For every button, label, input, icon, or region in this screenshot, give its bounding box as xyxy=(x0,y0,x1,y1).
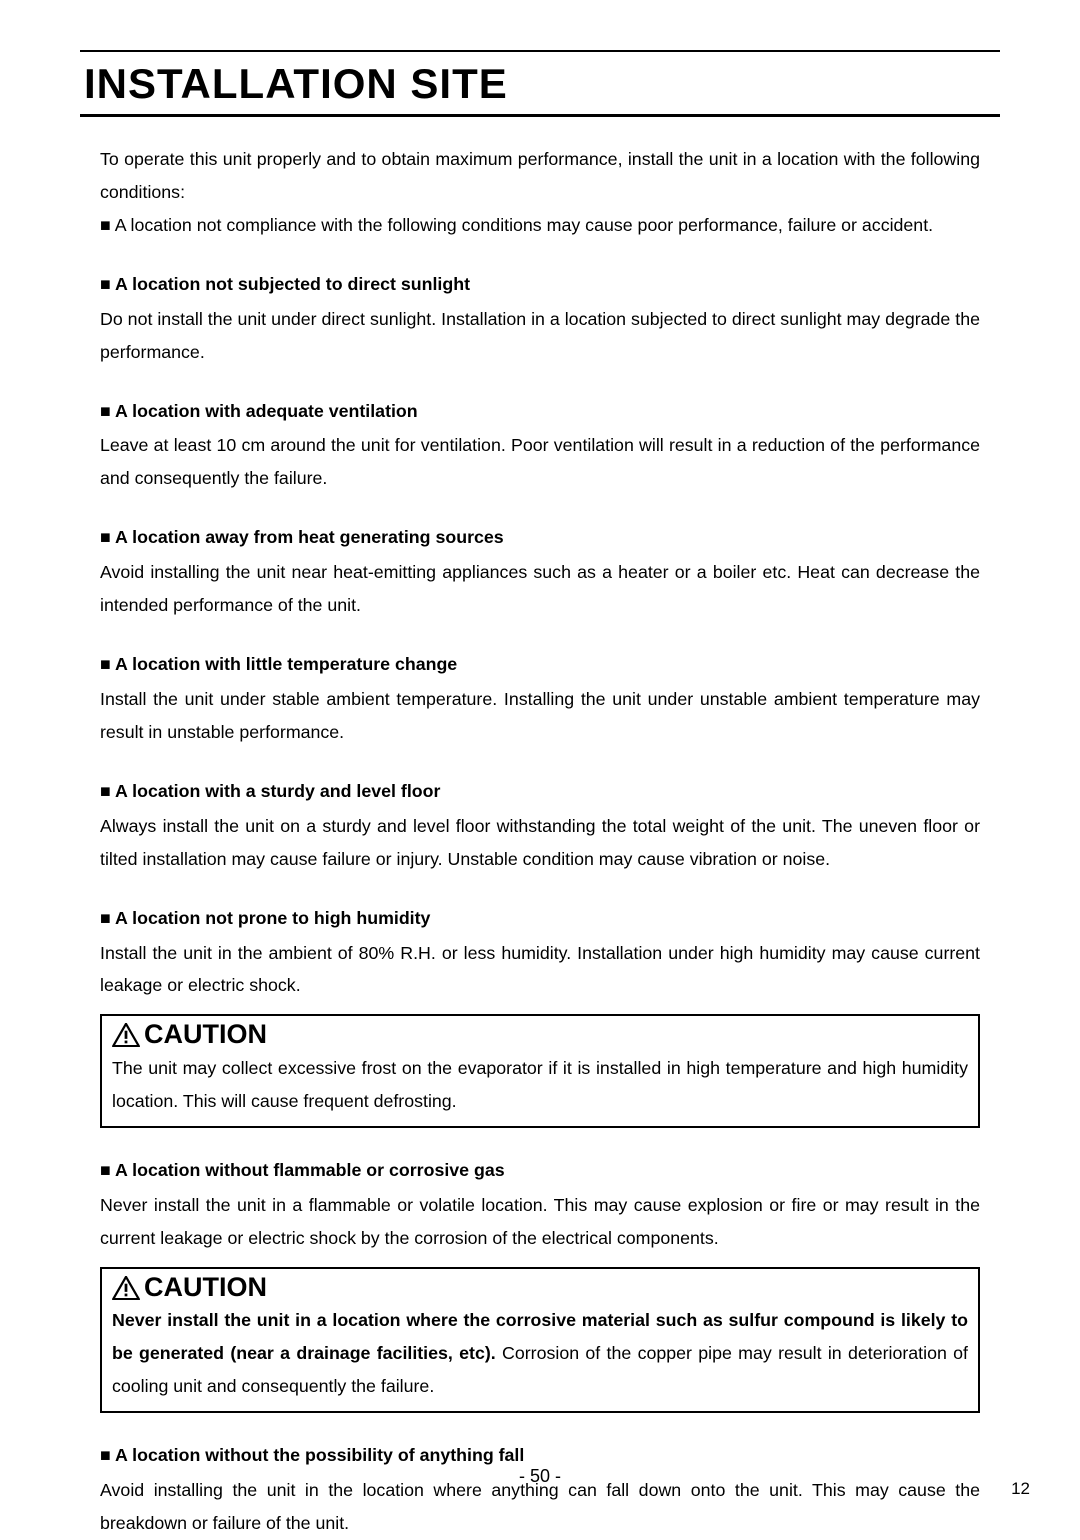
intro-text: To operate this unit properly and to obt… xyxy=(100,143,980,209)
section-body: Always install the unit on a sturdy and … xyxy=(100,810,980,876)
section-temperature: ■ A location with little temperature cha… xyxy=(100,648,980,749)
caution-heading: CAUTION xyxy=(112,1273,968,1303)
section-ventilation: ■ A location with adequate ventilation L… xyxy=(100,395,980,496)
section-body: Leave at least 10 cm around the unit for… xyxy=(100,429,980,495)
section-body: Avoid installing the unit near heat-emit… xyxy=(100,556,980,622)
section-fall: ■ A location without the possibility of … xyxy=(100,1439,980,1540)
section-floor: ■ A location with a sturdy and level flo… xyxy=(100,775,980,876)
section-heat: ■ A location away from heat generating s… xyxy=(100,521,980,622)
corner-number: 12 xyxy=(1011,1479,1030,1499)
caution-label: CAUTION xyxy=(144,1020,267,1050)
section-heading: ■ A location without flammable or corros… xyxy=(100,1154,980,1187)
warning-icon xyxy=(112,1276,140,1300)
section-body: Install the unit in the ambient of 80% R… xyxy=(100,937,980,1003)
section-gas: ■ A location without flammable or corros… xyxy=(100,1154,980,1255)
section-heading: ■ A location not subjected to direct sun… xyxy=(100,268,980,301)
page: INSTALLATION SITE To operate this unit p… xyxy=(0,0,1080,1527)
warning-icon xyxy=(112,1023,140,1047)
section-heading: ■ A location not prone to high humidity xyxy=(100,902,980,935)
section-body: Do not install the unit under direct sun… xyxy=(100,303,980,369)
caution-box-2: CAUTION Never install the unit in a loca… xyxy=(100,1267,980,1413)
caution-body: The unit may collect excessive frost on … xyxy=(112,1052,968,1118)
caution-body: Never install the unit in a location whe… xyxy=(112,1304,968,1403)
section-heading: ■ A location with adequate ventilation xyxy=(100,395,980,428)
top-rule xyxy=(80,50,1000,52)
intro-note: ■ A location not compliance with the fol… xyxy=(100,209,980,242)
section-heading: ■ A location with little temperature cha… xyxy=(100,648,980,681)
section-body: Install the unit under stable ambient te… xyxy=(100,683,980,749)
section-heading: ■ A location with a sturdy and level flo… xyxy=(100,775,980,808)
content: To operate this unit properly and to obt… xyxy=(80,117,1000,1540)
title-block: INSTALLATION SITE xyxy=(80,58,1000,117)
section-sunlight: ■ A location not subjected to direct sun… xyxy=(100,268,980,369)
footer-page-number: - 50 - xyxy=(0,1466,1080,1487)
caution-label: CAUTION xyxy=(144,1273,267,1303)
section-humidity: ■ A location not prone to high humidity … xyxy=(100,902,980,1003)
section-body: Never install the unit in a flammable or… xyxy=(100,1189,980,1255)
caution-box-1: CAUTION The unit may collect excessive f… xyxy=(100,1014,980,1128)
page-title: INSTALLATION SITE xyxy=(84,60,1000,108)
section-heading: ■ A location away from heat generating s… xyxy=(100,521,980,554)
caution-heading: CAUTION xyxy=(112,1020,968,1050)
